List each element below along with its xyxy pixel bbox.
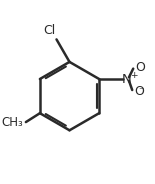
Text: O: O <box>135 61 145 74</box>
Text: N: N <box>122 72 131 86</box>
Text: +: + <box>130 72 138 80</box>
Text: Cl: Cl <box>44 24 56 37</box>
Text: ⁻: ⁻ <box>138 86 144 96</box>
Text: CH₃: CH₃ <box>1 116 23 129</box>
Text: O: O <box>134 85 144 98</box>
